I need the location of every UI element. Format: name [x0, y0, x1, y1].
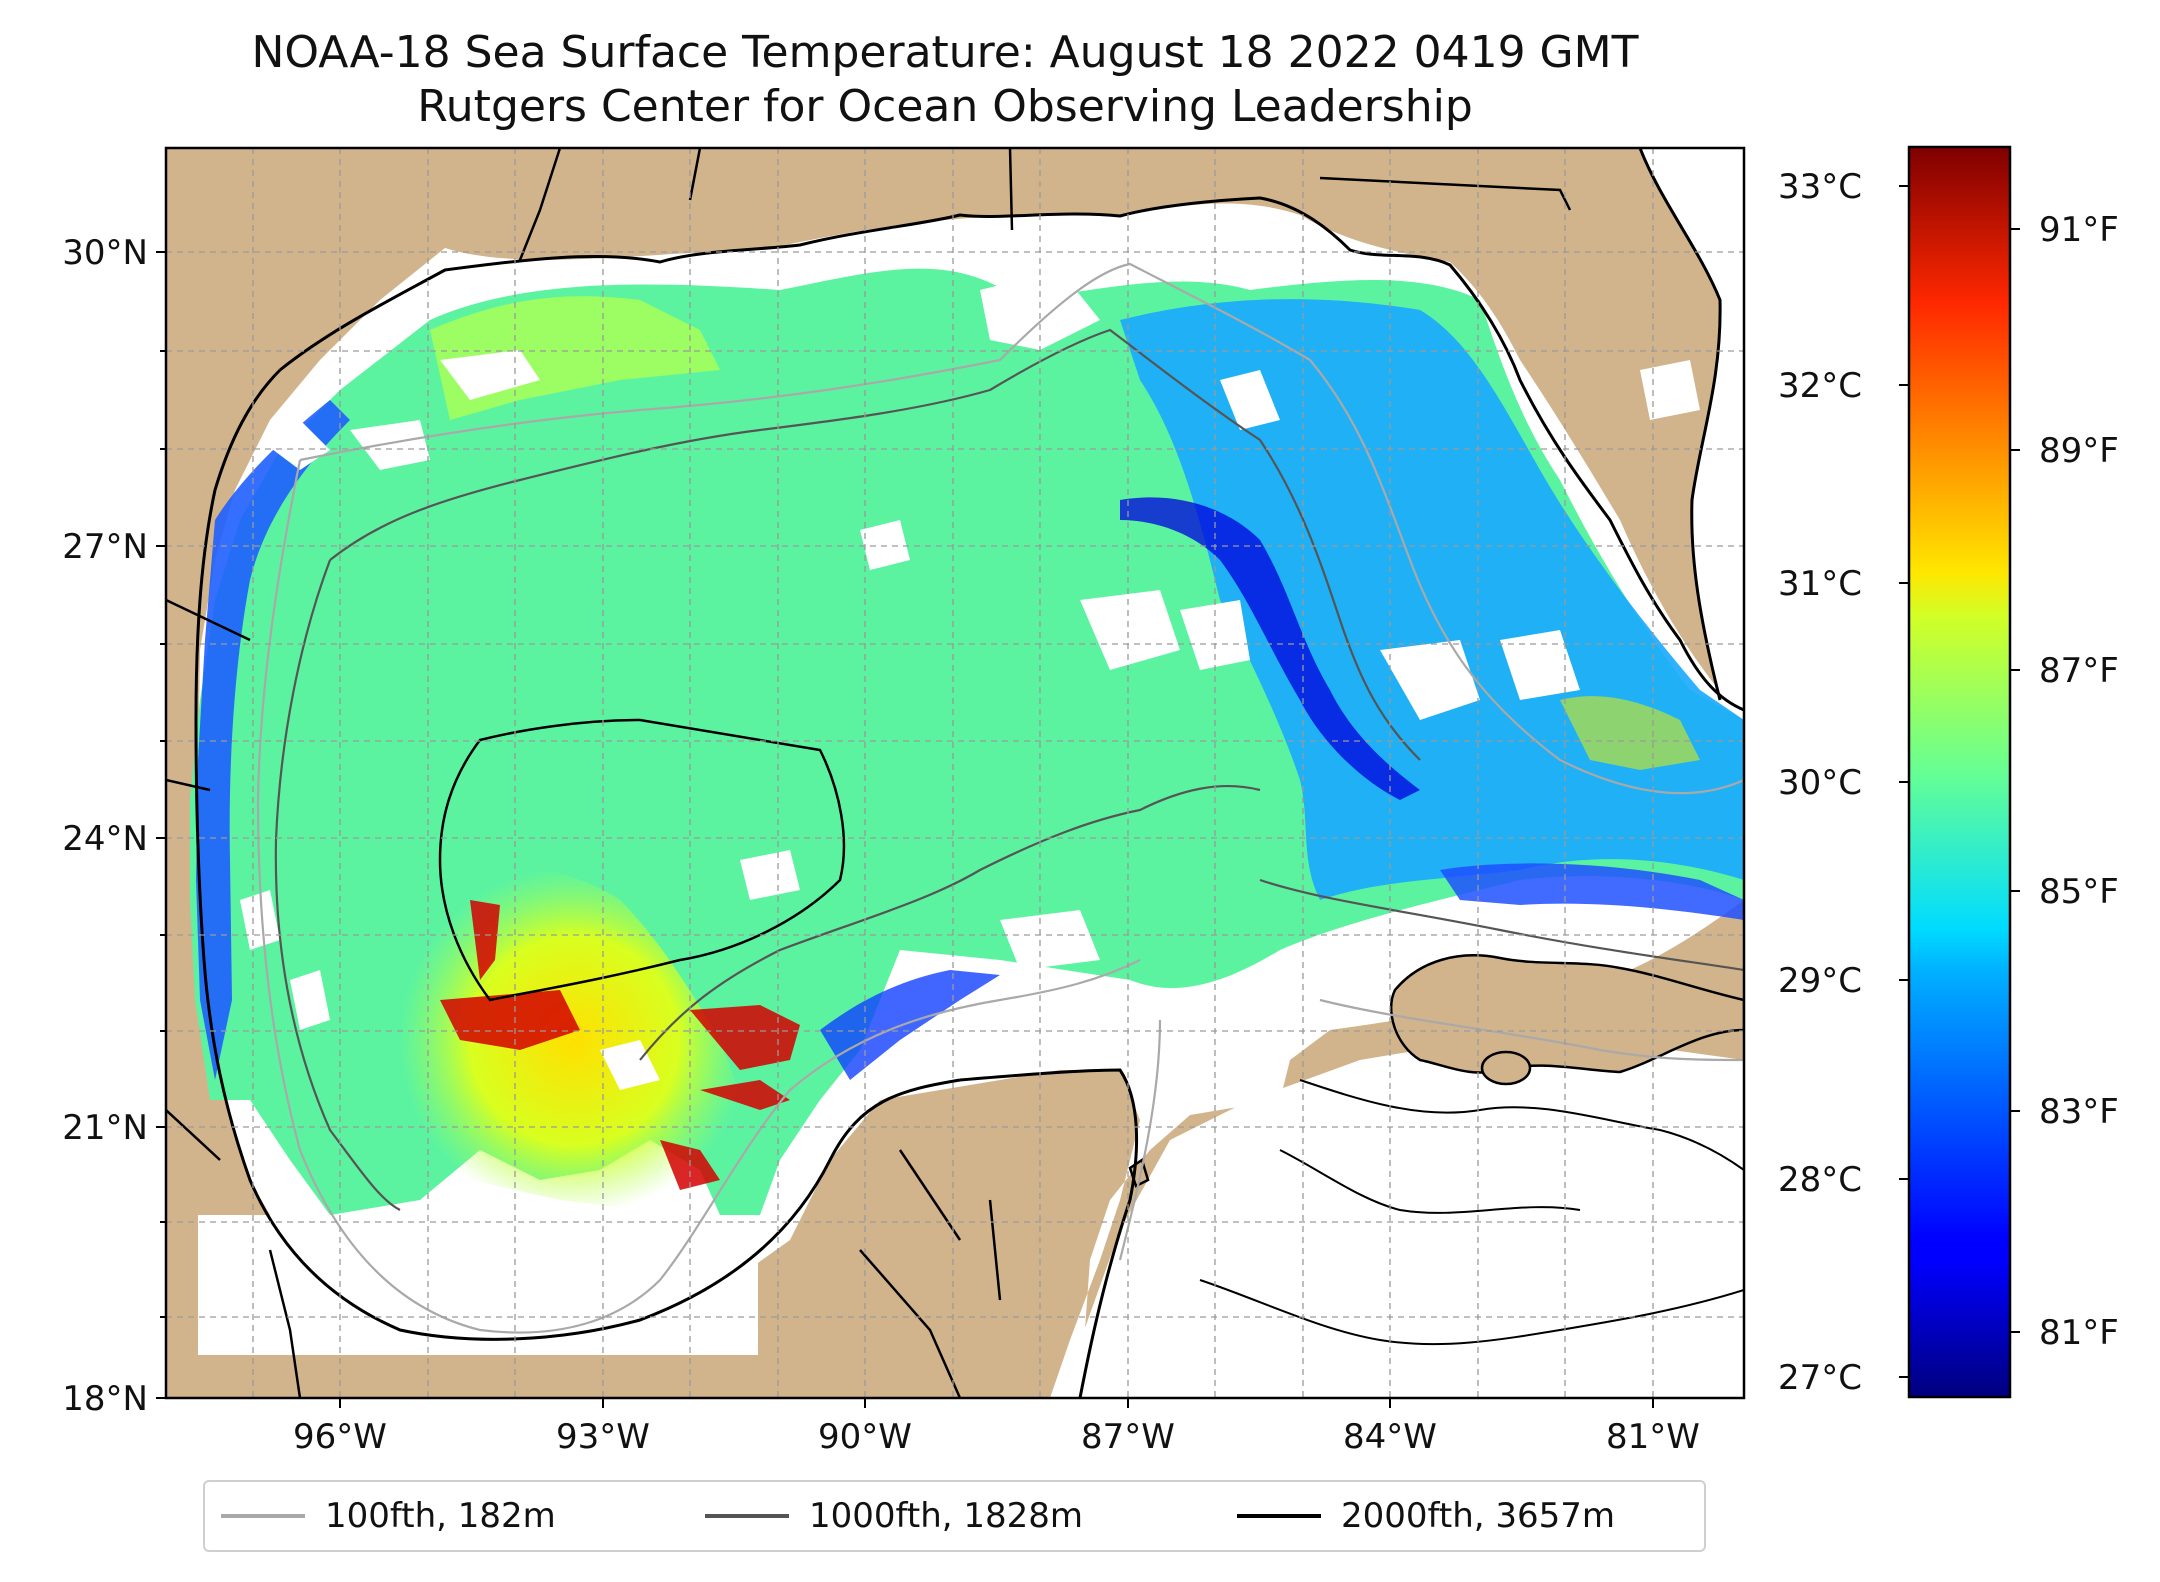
colorbar-label-27c: 27°C — [1778, 1358, 1862, 1398]
legend-swatch-1000fth — [705, 1514, 789, 1518]
caribbean-water — [1060, 1040, 1744, 1398]
legend-swatch-2000fth — [1237, 1514, 1321, 1518]
axis-ticks — [156, 251, 1654, 1408]
colorbar-label-30c: 30°C — [1778, 763, 1862, 803]
state-borders — [166, 148, 1572, 1398]
colorbar-label-32c: 32°C — [1778, 366, 1862, 406]
legend-item-100fth: 100fth, 182m — [221, 1482, 556, 1550]
longitude-labels: 96°W 93°W 90°W 87°W 84°W 81°W — [293, 1417, 1700, 1457]
coastline-yucatan — [959, 1068, 1139, 1398]
legend-label-1000fth: 1000fth, 1828m — [809, 1496, 1084, 1536]
lat-label-24n: 24°N — [62, 819, 148, 859]
legend-swatch-100fth — [221, 1514, 305, 1518]
lon-label-84w: 84°W — [1343, 1417, 1437, 1457]
lon-label-96w: 96°W — [293, 1417, 387, 1457]
colorbar: 33°C 32°C 31°C 30°C 29°C 28°C 27°C 91°F … — [1778, 145, 2119, 1399]
legend-label-100fth: 100fth, 182m — [325, 1496, 556, 1536]
contour-caribbean — [1199, 1079, 1744, 1346]
contour-1000fth — [274, 328, 1744, 1211]
colorbar-label-28c: 28°C — [1778, 1160, 1862, 1200]
sst-cool-west-coast — [196, 400, 350, 1080]
atlantic-water — [1640, 148, 1744, 820]
sst-cool-florida-straits — [1440, 863, 1744, 920]
colorbar-gradient — [1907, 145, 2012, 1399]
colorbar-celsius-labels: 33°C 32°C 31°C 30°C 29°C 28°C 27°C — [1778, 167, 1862, 1398]
colorbar-label-85f: 85°F — [2039, 872, 2119, 912]
map-title-line-2: Rutgers Center for Ocean Observing Leade… — [417, 81, 1473, 132]
lon-label-90w: 90°W — [818, 1417, 912, 1457]
map-frame — [164, 146, 1746, 1400]
lat-label-27n: 27°N — [62, 527, 148, 567]
lon-label-87w: 87°W — [1081, 1417, 1175, 1457]
coastline-north — [279, 196, 1744, 712]
colorbar-label-83f: 83°F — [2039, 1092, 2119, 1132]
isle-of-youth — [1480, 1050, 1532, 1086]
contour-legend: 100fth, 182m 1000fth, 1828m 2000fth, 365… — [203, 1480, 1706, 1552]
colorbar-ticks — [1899, 185, 2020, 1378]
sst-hot-spots — [440, 900, 800, 1190]
colorbar-label-91f: 91°F — [2039, 210, 2119, 250]
map-panel — [166, 148, 1744, 1398]
colorbar-label-81f: 81°F — [2039, 1313, 2119, 1353]
legend-label-2000fth: 2000fth, 3657m — [1341, 1496, 1616, 1536]
lon-label-81w: 81°W — [1606, 1417, 1700, 1457]
cloud-gaps — [240, 270, 1700, 1090]
lon-label-93w: 93°W — [556, 1417, 650, 1457]
contour-2000fth — [438, 718, 846, 1002]
coastline-mexico-west — [194, 368, 961, 1341]
cuba — [1390, 954, 1744, 1074]
colorbar-label-87f: 87°F — [2039, 651, 2119, 691]
legend-item-2000fth: 2000fth, 3657m — [1237, 1482, 1615, 1550]
sst-cool-band — [1120, 497, 1420, 800]
latitude-labels: 30°N 27°N 24°N 21°N 18°N — [62, 233, 148, 1419]
colorbar-label-33c: 33°C — [1778, 167, 1862, 207]
legend-item-1000fth: 1000fth, 1828m — [705, 1482, 1083, 1550]
lat-label-18n: 18°N — [62, 1379, 148, 1419]
map-title-line-1: NOAA-18 Sea Surface Temperature: August … — [251, 27, 1639, 78]
colorbar-fahrenheit-labels: 91°F 89°F 87°F 85°F 83°F 81°F — [2039, 210, 2119, 1353]
contour-100fth — [256, 262, 1744, 1334]
coastline-florida-east — [1638, 148, 1722, 701]
lat-label-30n: 30°N — [62, 233, 148, 273]
colorbar-label-31c: 31°C — [1778, 564, 1862, 604]
gridlines — [166, 148, 1744, 1398]
lat-label-21n: 21°N — [62, 1108, 148, 1148]
colorbar-label-29c: 29°C — [1778, 961, 1862, 1001]
sst-warm-east — [1560, 696, 1700, 770]
colorbar-label-89f: 89°F — [2039, 431, 2119, 471]
